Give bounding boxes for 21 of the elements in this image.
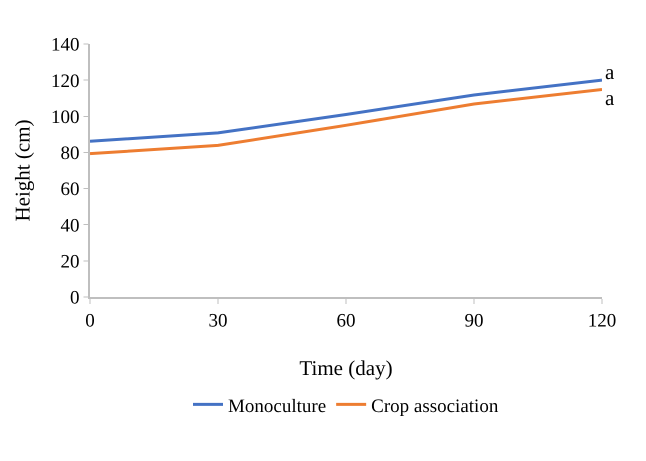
legend-label: Monoculture	[228, 396, 326, 417]
y-tick-label: 140	[50, 34, 80, 56]
y-axis-title: Height (cm)	[10, 119, 35, 222]
y-tick-label: 100	[50, 106, 80, 128]
annotation: a	[605, 86, 615, 110]
y-tick-label: 80	[60, 143, 80, 164]
y-tick-label: 60	[60, 179, 80, 200]
x-tick-label: 0	[85, 310, 95, 332]
y-tick-label: 20	[60, 252, 80, 273]
x-tick-label: 120	[588, 310, 616, 332]
line-series	[90, 78, 602, 143]
x-tick-label: 60	[336, 310, 356, 332]
x-tick-label: 90	[464, 310, 484, 332]
x-tick-label: 30	[208, 310, 228, 332]
x-axis-title: Time (day)	[299, 356, 393, 380]
y-tick-label: 120	[50, 70, 80, 92]
y-tick-label: 40	[60, 215, 80, 236]
line-series	[90, 88, 602, 156]
legend-label: Crop association	[371, 396, 499, 417]
annotation: a	[605, 60, 615, 84]
y-tick-label: 0	[70, 288, 80, 309]
